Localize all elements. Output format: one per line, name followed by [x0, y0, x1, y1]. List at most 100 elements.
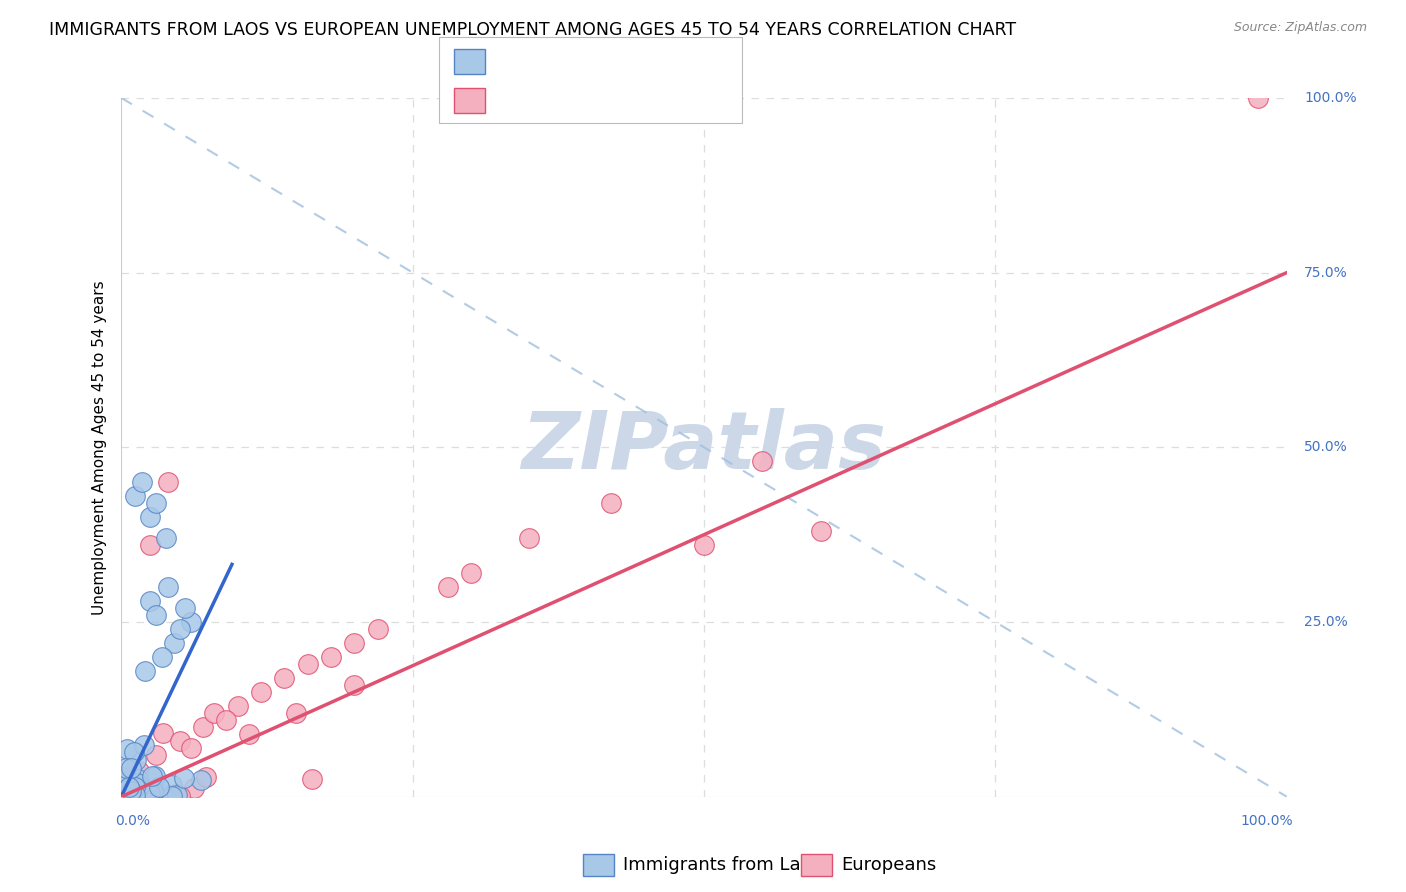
Point	[139, 594, 162, 608]
Point	[460, 566, 482, 580]
Point	[810, 524, 832, 538]
Point	[174, 601, 197, 615]
Point	[517, 531, 540, 545]
Point	[121, 772, 143, 786]
Point	[114, 780, 136, 795]
Point	[273, 671, 295, 685]
Point	[146, 789, 169, 803]
Point	[367, 622, 389, 636]
Point	[121, 772, 143, 787]
Point	[169, 622, 191, 636]
Text: 75.0%: 75.0%	[1305, 266, 1348, 279]
Point	[111, 787, 134, 801]
Point	[132, 781, 155, 796]
Point	[194, 770, 217, 784]
Point	[165, 787, 187, 801]
Text: Immigrants from Laos: Immigrants from Laos	[623, 856, 821, 874]
Point	[127, 772, 149, 786]
Text: R = 0.548   N = 52: R = 0.548 N = 52	[496, 53, 681, 70]
Point	[141, 769, 163, 783]
Point	[751, 454, 773, 468]
Point	[117, 789, 139, 803]
Point	[343, 678, 366, 692]
Point	[124, 780, 146, 794]
Point	[125, 753, 148, 767]
Point	[111, 770, 134, 784]
Point	[115, 789, 138, 803]
Point	[301, 772, 323, 786]
Point	[120, 780, 142, 795]
Point	[139, 510, 162, 524]
Point	[250, 685, 273, 699]
Point	[124, 780, 146, 794]
Point	[319, 650, 342, 665]
Point	[112, 784, 135, 798]
Point	[118, 780, 141, 794]
Point	[215, 713, 238, 727]
Point	[122, 780, 145, 795]
Point	[115, 776, 138, 790]
Point	[156, 580, 179, 594]
Point	[131, 786, 153, 800]
Text: Europeans: Europeans	[841, 856, 936, 874]
Point	[115, 781, 138, 796]
Point	[599, 496, 621, 510]
Text: 100.0%: 100.0%	[1240, 814, 1292, 829]
Point	[343, 636, 366, 650]
Point	[111, 783, 134, 797]
Point	[120, 781, 142, 796]
Point	[145, 608, 167, 623]
Text: R = 0.723   N = 54: R = 0.723 N = 54	[496, 92, 681, 110]
Point	[111, 778, 134, 792]
Point	[120, 771, 142, 785]
Point	[128, 764, 150, 778]
Point	[190, 773, 212, 788]
Point	[139, 538, 162, 552]
Point	[145, 747, 167, 762]
Point	[124, 776, 146, 790]
Point	[285, 706, 308, 720]
Point	[142, 785, 165, 799]
Point	[191, 720, 214, 734]
Point	[1247, 91, 1270, 105]
Point	[238, 727, 260, 741]
Point	[111, 771, 134, 785]
Point	[150, 650, 173, 665]
Point	[436, 580, 458, 594]
Point	[134, 787, 156, 801]
Point	[148, 780, 170, 795]
Point	[139, 786, 162, 800]
Point	[173, 772, 195, 786]
Point	[160, 789, 183, 803]
Point	[152, 725, 174, 739]
Y-axis label: Unemployment Among Ages 45 to 54 years: Unemployment Among Ages 45 to 54 years	[93, 280, 107, 615]
Point	[115, 742, 138, 756]
Point	[124, 489, 146, 503]
Point	[297, 657, 319, 671]
Point	[134, 664, 156, 678]
Point	[156, 475, 179, 490]
Point	[124, 788, 146, 802]
Point	[129, 778, 152, 792]
Point	[163, 636, 186, 650]
Point	[180, 615, 202, 629]
Point	[160, 778, 183, 792]
Point	[131, 475, 153, 490]
Point	[155, 531, 177, 545]
Point	[129, 782, 152, 797]
Point	[117, 774, 139, 789]
Point	[136, 783, 159, 797]
Point	[145, 769, 167, 783]
Point	[122, 789, 145, 803]
Text: 0.0%: 0.0%	[115, 814, 150, 829]
Point	[125, 780, 148, 795]
Point	[120, 784, 142, 798]
Point	[115, 761, 138, 775]
Point	[183, 781, 205, 796]
Point	[120, 761, 142, 775]
Point	[111, 781, 134, 796]
Point	[693, 538, 716, 552]
Point	[169, 734, 191, 748]
Text: 100.0%: 100.0%	[1305, 91, 1357, 105]
Point	[226, 698, 249, 713]
